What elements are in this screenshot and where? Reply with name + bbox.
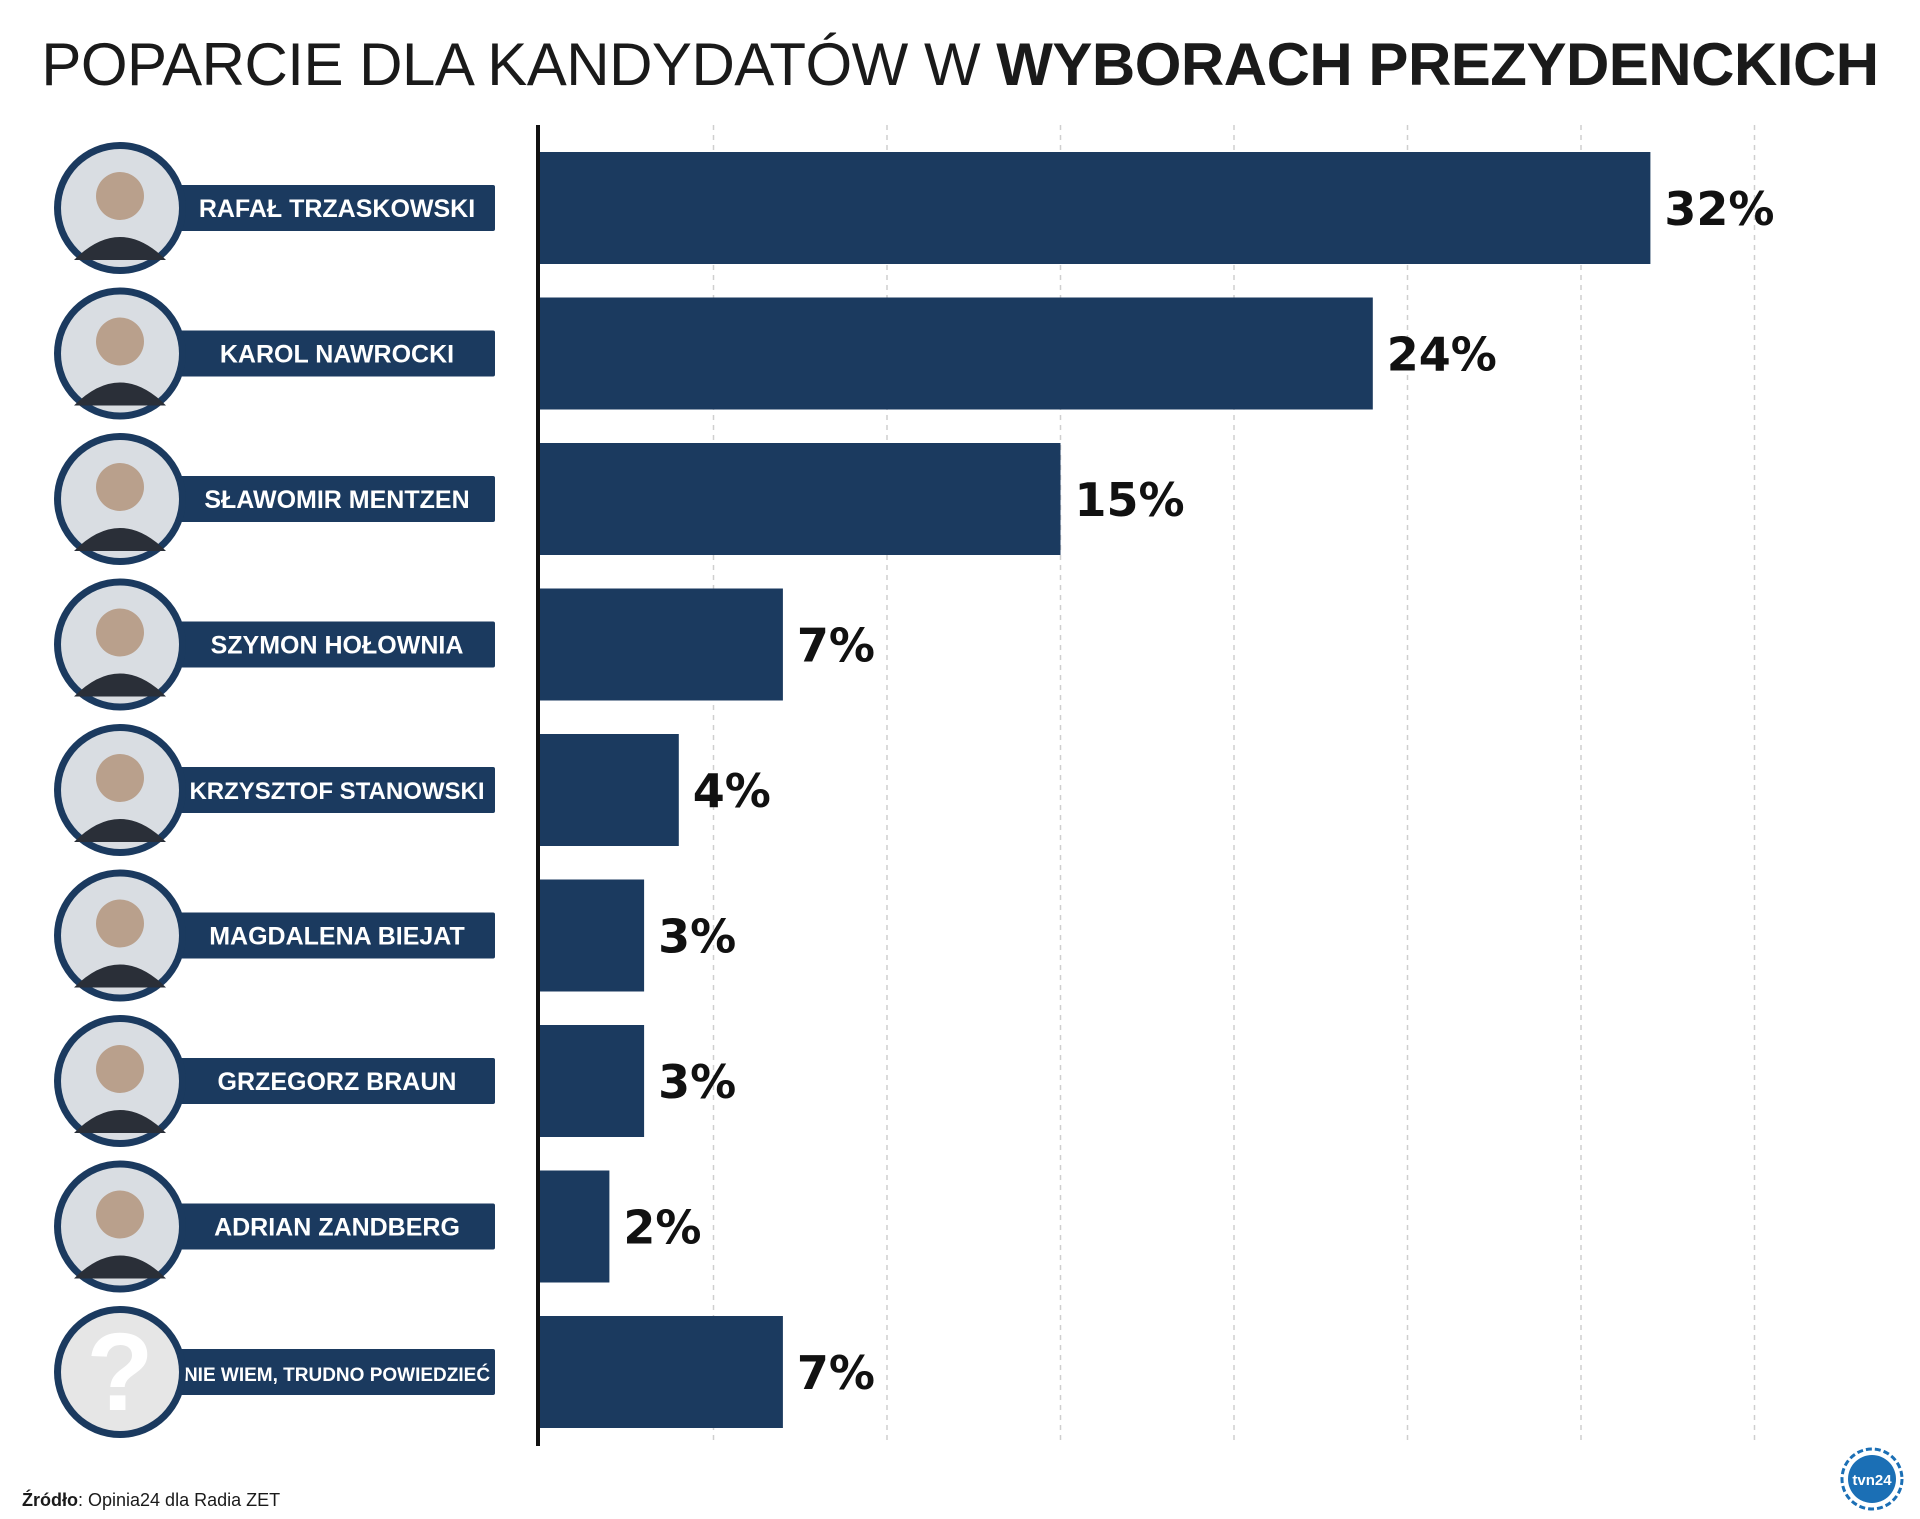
name-banner [150, 330, 495, 377]
bar [540, 1316, 783, 1428]
value-label: 15% [1075, 473, 1185, 527]
source-note: Źródło: Opinia24 dla Radia ZET [22, 1490, 280, 1511]
source-label: Źródło [22, 1490, 78, 1510]
bar [540, 1025, 645, 1137]
candidate-name: NIE WIEM, TRUDNO POWIEDZIEĆ [184, 1364, 490, 1386]
candidate-name: KRZYSZTOF STANOWSKI [189, 778, 484, 805]
name-banner [150, 621, 495, 668]
avatar-head-icon [96, 1190, 144, 1239]
avatar-head-icon [96, 754, 144, 802]
avatar-body-icon [74, 1110, 166, 1133]
avatar-unknown [61, 1313, 179, 1431]
bar [540, 879, 645, 992]
candidate-name: MAGDALENA BIEJAT [209, 923, 465, 951]
name-banner [150, 912, 495, 959]
value-label: 24% [1387, 328, 1497, 382]
bar [540, 588, 783, 701]
title-bold-part: WYBORACH PREZYDENCKICH [996, 31, 1879, 98]
value-label: 7% [797, 619, 875, 673]
avatar-body-icon [74, 1255, 166, 1279]
candidate-name: KAROL NAWROCKI [220, 341, 454, 369]
name-banner [150, 767, 495, 813]
avatar-body-icon [74, 964, 166, 988]
value-label: 2% [623, 1201, 701, 1255]
source-text: : Opinia24 dla Radia ZET [78, 1490, 281, 1510]
avatar-head-icon [96, 317, 144, 366]
name-banner [150, 185, 495, 231]
candidate-name: SZYMON HOŁOWNIA [211, 632, 464, 660]
avatar-head-icon [96, 899, 144, 948]
avatar-body-icon [74, 673, 166, 697]
avatar-body-icon [74, 528, 166, 551]
avatar-body-icon [74, 382, 166, 406]
candidate-name: ADRIAN ZANDBERG [214, 1214, 460, 1242]
avatar-head-icon [96, 608, 144, 657]
value-label: 3% [658, 910, 736, 964]
avatar-body-icon [74, 237, 166, 260]
candidate-name: RAFAŁ TRZASKOWSKI [199, 195, 475, 223]
question-mark-icon: ? [86, 1311, 153, 1434]
value-label: 3% [658, 1055, 736, 1109]
value-label: 7% [797, 1346, 875, 1400]
name-banner [150, 1058, 495, 1104]
logo-text: tvn24 [1852, 1472, 1892, 1489]
tvn24-logo: tvn24 [1840, 1447, 1904, 1511]
bar [540, 443, 1061, 555]
avatar-head-icon [96, 463, 144, 511]
chart-title: POPARCIE DLA KANDYDATÓW W WYBORACH PREZY… [0, 30, 1920, 99]
bar [540, 297, 1373, 410]
avatar-head-icon [96, 172, 144, 220]
name-banner [150, 476, 495, 522]
title-light-part: POPARCIE DLA KANDYDATÓW W [41, 31, 997, 98]
name-banner [150, 1349, 495, 1395]
bar [540, 152, 1651, 264]
value-label: 32% [1664, 182, 1774, 236]
bar [540, 1170, 610, 1283]
avatar-body-icon [74, 819, 166, 842]
avatar-head-icon [96, 1045, 144, 1093]
candidate-name: GRZEGORZ BRAUN [218, 1068, 457, 1096]
name-banner [150, 1203, 495, 1250]
candidate-name: SŁAWOMIR MENTZEN [204, 486, 469, 514]
bar [540, 734, 679, 846]
value-label: 4% [693, 764, 771, 818]
